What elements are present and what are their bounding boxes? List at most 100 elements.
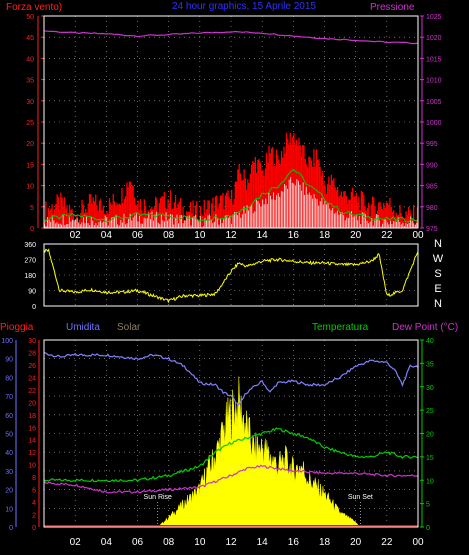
gust-bar <box>309 157 311 228</box>
wind-avg-bar <box>262 199 264 228</box>
wind-avg-bar <box>212 223 214 228</box>
wind-avg-bar <box>143 217 145 228</box>
wind-avg-bar <box>192 217 193 228</box>
gust-bar <box>358 196 360 228</box>
wind-avg-bar <box>142 223 144 228</box>
wind-avg-bar <box>388 224 390 228</box>
gust-bar <box>166 209 168 228</box>
rain-axis-tick-label: 30 <box>28 338 36 345</box>
wind-avg-bar <box>170 214 172 228</box>
gust-bar <box>351 187 354 228</box>
gust-bar <box>388 204 390 228</box>
panel1-left-label: Forza vento) <box>6 2 62 13</box>
wind-avg-bar <box>397 217 399 228</box>
gust-bar <box>342 196 344 228</box>
gust-bar <box>416 207 419 228</box>
panel3-x-tick: 08 <box>163 537 175 548</box>
wind-avg-bar <box>146 218 148 228</box>
gust-bar <box>359 210 361 228</box>
panel2-frame <box>43 243 419 307</box>
gust-bar <box>127 187 129 228</box>
gust-bar <box>238 164 240 228</box>
panel1-x-tick: 22 <box>381 230 393 241</box>
gust-bar <box>67 212 69 228</box>
wind-avg-bar <box>67 224 69 228</box>
gust-bar <box>234 181 236 228</box>
panel1-frame <box>43 15 419 229</box>
left-axis-tick-label: 30 <box>26 99 34 106</box>
wind-avg-bar <box>298 180 299 228</box>
gust-bar <box>273 166 275 228</box>
gust-bar <box>158 203 160 228</box>
gust-bar <box>399 204 401 228</box>
left-axis-tick-label: 10 <box>26 184 34 191</box>
gust-bar <box>98 200 101 228</box>
gust-bar <box>304 158 306 228</box>
wind-avg-bar <box>302 182 304 228</box>
wind-avg-bar <box>100 220 101 228</box>
gust-bar <box>96 205 98 228</box>
wind-avg-bar <box>134 215 136 228</box>
dewpoint-line <box>43 464 419 494</box>
right-axis-tick-label: 1020 <box>426 35 442 42</box>
gust-bar <box>146 213 148 228</box>
rain-axis-tick-label: 10 <box>28 463 36 470</box>
wind-avg-bar <box>190 225 192 228</box>
gust-bar <box>257 160 259 228</box>
wind-avg-bar <box>221 222 223 228</box>
gust-bar <box>277 154 279 228</box>
gust-bar <box>219 195 222 228</box>
gust-bar <box>202 215 204 228</box>
gust-bar <box>141 210 143 228</box>
gust-bar <box>174 195 177 228</box>
rain-axis-tick-label: 6 <box>32 488 36 495</box>
wind-avg-bar <box>363 212 365 228</box>
wind-avg-bar <box>58 223 59 228</box>
gust-bar <box>278 159 280 228</box>
gust-bar <box>192 200 194 228</box>
wind-avg-bar <box>249 206 251 228</box>
panel3-x-tick: 14 <box>257 537 269 548</box>
right-axis-tick-label: 980 <box>426 205 438 212</box>
wind-avg-bar <box>181 215 182 228</box>
wind-avg-bar <box>223 219 225 228</box>
wind-avg-bar <box>293 183 295 228</box>
wind-avg-bar <box>83 217 84 228</box>
wind-avg-bar <box>51 215 53 228</box>
wind-avg-bar <box>121 222 123 228</box>
gust-bar <box>396 215 399 228</box>
wind-avg-bar <box>125 224 126 228</box>
wind-avg-bar <box>355 214 357 228</box>
right-axis-tick-label: 1005 <box>426 99 442 106</box>
panel1-x-tick: 14 <box>257 230 269 241</box>
wind-avg-bar <box>153 220 154 228</box>
rain-axis-tick-label: 20 <box>28 400 36 407</box>
wind-avg-bar <box>126 223 128 228</box>
gust-bar <box>253 162 255 228</box>
gust-bar <box>177 203 179 228</box>
wind-avg-bar <box>263 204 265 228</box>
temp-axis-tick-label: 5 <box>426 502 430 509</box>
wind-avg-bar <box>199 216 201 228</box>
wind-avg-bar <box>260 206 262 228</box>
wind-avg-bar <box>234 211 235 228</box>
wind-avg-bar <box>232 214 234 228</box>
gust-bar <box>186 211 188 228</box>
gust-bar <box>92 197 94 228</box>
wind-avg-bar <box>402 222 404 228</box>
wind-avg-bar <box>203 226 204 228</box>
wind-avg-bar <box>150 219 151 228</box>
rain-label: Pioggia <box>0 322 34 333</box>
wind-avg-bar <box>87 223 89 228</box>
wind-avg-bar <box>372 225 374 228</box>
gust-bar <box>110 202 112 228</box>
gust-bar <box>72 215 74 228</box>
gust-bar <box>221 195 223 228</box>
right-axis-tick-label: 990 <box>426 162 438 169</box>
gust-bar <box>87 203 89 228</box>
gust-bar <box>70 210 72 228</box>
gust-bar <box>227 190 229 228</box>
gust-bar <box>339 195 341 228</box>
panel1-x-tick: 12 <box>225 230 237 241</box>
wind-avg-bar <box>209 214 211 228</box>
